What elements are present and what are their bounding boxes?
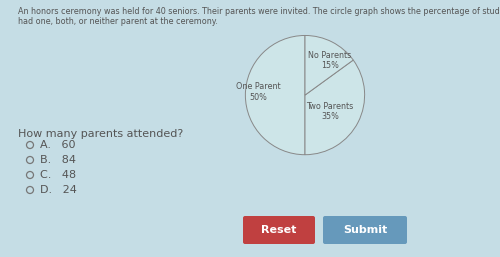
Text: B.   84: B. 84 — [40, 155, 76, 165]
FancyBboxPatch shape — [243, 216, 315, 244]
Wedge shape — [305, 60, 364, 155]
Text: D.   24: D. 24 — [40, 185, 77, 195]
Text: No Parents
15%: No Parents 15% — [308, 51, 352, 70]
Text: had one, both, or neither parent at the ceremony.: had one, both, or neither parent at the … — [18, 17, 218, 26]
Text: C.   48: C. 48 — [40, 170, 76, 180]
Text: Reset: Reset — [262, 225, 296, 235]
Text: An honors ceremony was held for 40 seniors. Their parents were invited. The circ: An honors ceremony was held for 40 senio… — [18, 7, 500, 16]
Wedge shape — [305, 35, 353, 95]
Text: How many parents attended?: How many parents attended? — [18, 129, 183, 139]
Wedge shape — [246, 35, 305, 155]
FancyBboxPatch shape — [323, 216, 407, 244]
Text: A.   60: A. 60 — [40, 140, 76, 150]
Text: Two Parents
35%: Two Parents 35% — [306, 102, 354, 122]
Text: One Parent
50%: One Parent 50% — [236, 82, 281, 102]
Text: Submit: Submit — [343, 225, 387, 235]
